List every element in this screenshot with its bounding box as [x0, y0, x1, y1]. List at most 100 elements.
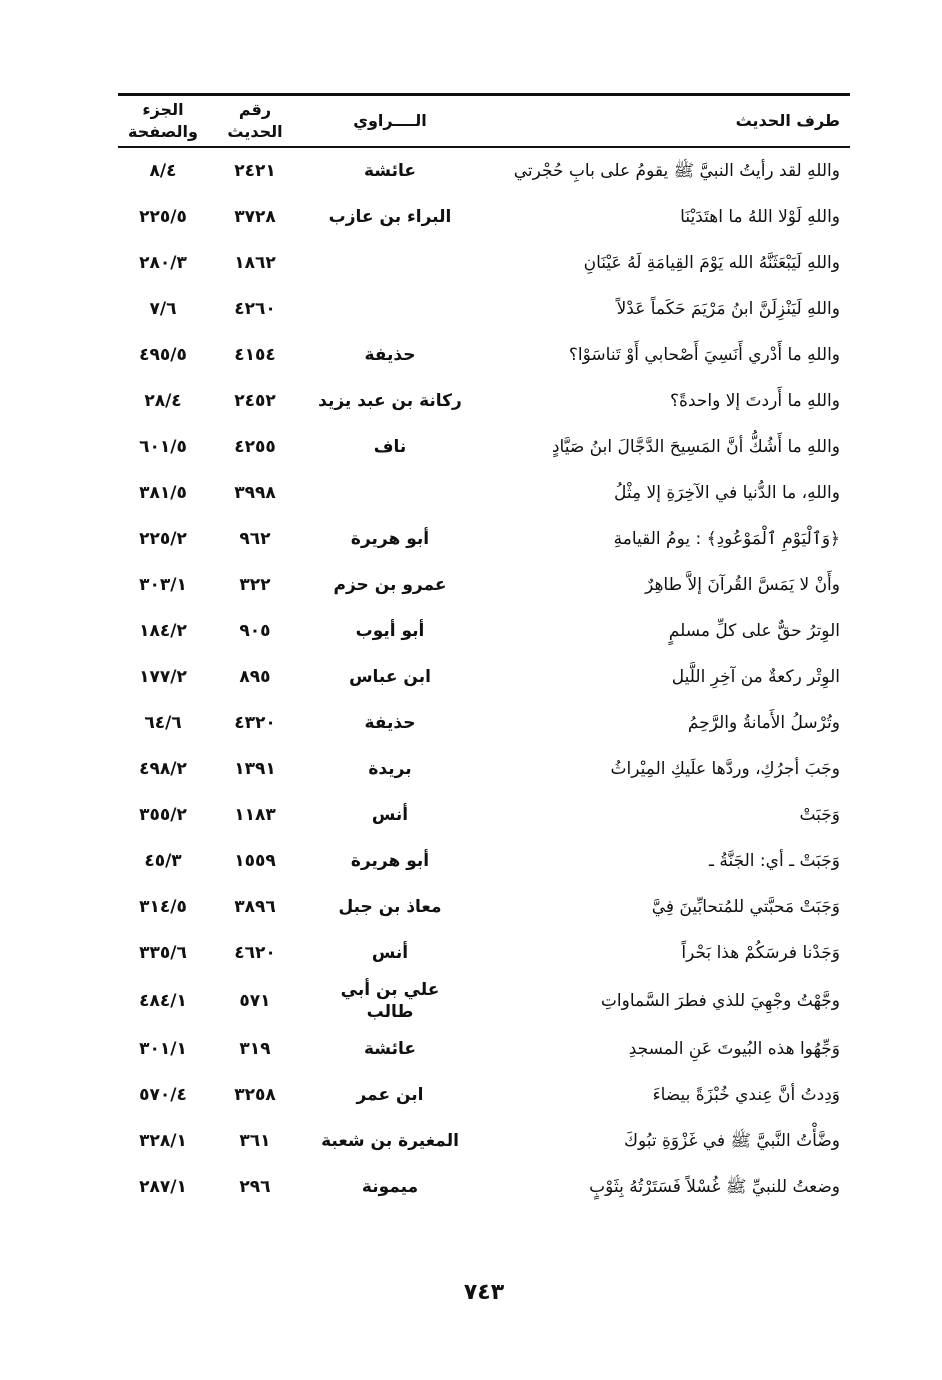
table-row: واللهِ لَيَنْزِلَنَّ ابنُ مَرْيَمَ حَكَم…: [118, 286, 850, 332]
hadith-text: وضَّأْتُ النَّبيَّ ﷺ في غَزْوَةِ تبُوكَ: [623, 1131, 840, 1151]
table-row: وَجَبَتْ ـ أي: الجَنَّةُ ـ أبو هريرة ١٥٥٩ ٤…: [118, 838, 850, 884]
hadith-number: ٣٢٢: [239, 575, 271, 595]
hadith-number: ٤١٥٤: [234, 345, 276, 365]
hadith-text: وَدِدتُ أنَّ عِندي خُبْزَةً بيضاءَ: [652, 1085, 840, 1105]
volume-page: ٧/٦: [149, 299, 177, 319]
table-row: وَجِّهُوا هذه البُيوتَ عَنِ المسجدِ عائشة…: [118, 1026, 850, 1072]
hadith-text: وَجِّهُوا هذه البُيوتَ عَنِ المسجدِ: [628, 1039, 840, 1059]
volume-page: ٨/٤: [149, 161, 177, 181]
table-row: واللهِ لَوْلا اللهُ ما اهتَدَيْنَا البراء…: [118, 194, 850, 240]
table-row: واللهِ ما أَردتَ إلا واحدةً؟ ركانة بن عبد…: [118, 378, 850, 424]
hadith-text: وَجَبَتْ ـ أي: الجَنَّةُ ـ: [709, 851, 840, 871]
narrator: ناف: [373, 437, 407, 457]
volume-page: ٣٠١/١: [139, 1039, 187, 1059]
hadith-text: واللهِ، ما الدُّنيا في الآخِرَةِ إلا مِث…: [614, 483, 840, 503]
narrator: معاذ بن جبل: [338, 897, 442, 917]
hadith-number: ٤٢٥٥: [234, 437, 276, 457]
volume-page: ١٧٧/٢: [139, 667, 187, 687]
hadith-text: الوِتْر ركعةٌ من آخِرِ اللَّيل: [671, 667, 840, 687]
volume-page: ٦٠١/٥: [139, 437, 187, 457]
table-row: واللهِ لقد رأيتُ النبيَّ ﷺ يقومُ على باب…: [118, 148, 850, 194]
table-row: الوِتْر ركعةٌ من آخِرِ اللَّيل ابن عباس ٨٩…: [118, 654, 850, 700]
hadith-number: ٣١٩: [239, 1039, 271, 1059]
narrator: عائشة: [364, 1039, 416, 1059]
hadith-text: واللهِ لَيَبْعَثَنَّهُ الله يَوْمَ القِي…: [583, 253, 840, 273]
table-row: وَجَبَتْ أنس ١١٨٣ ٣٥٥/٢: [118, 792, 850, 838]
volume-page: ٣٢٨/١: [139, 1131, 187, 1151]
narrator: عمرو بن حزم: [333, 575, 447, 595]
hadith-text: وأَنْ لا يَمَسَّ القُرآنَ إلاَّ طاهِرٌ: [645, 575, 840, 595]
hadith-text: الوِترُ حقٌّ على كلِّ مسلمٍ: [668, 621, 840, 641]
hadith-text: واللهِ لَوْلا اللهُ ما اهتَدَيْنَا: [680, 207, 840, 227]
table-row: واللهِ، ما الدُّنيا في الآخِرَةِ إلا مِث…: [118, 470, 850, 516]
hadith-number: ٣٩٩٨: [234, 483, 276, 503]
hadith-number: ٣٦١: [239, 1131, 271, 1151]
narrator: البراء بن عازب: [328, 207, 452, 227]
narrator: ركانة بن عبد يزيد: [318, 391, 462, 411]
hadith-number: ٤٣٢٠: [234, 713, 276, 733]
narrator: ابن عباس: [349, 667, 431, 687]
header-page: الجزء والصفحة: [128, 100, 198, 141]
narrator: أنس: [371, 805, 409, 825]
hadith-number: ٥٧١: [239, 991, 271, 1011]
hadith-text: واللهِ ما أَردتَ إلا واحدةً؟: [670, 391, 840, 411]
top-rule: [118, 93, 850, 96]
table-row: ﴿وَٱلْيَوْمِ ٱلْمَوْعُودِ﴾ : يومُ القيام…: [118, 516, 850, 562]
hadith-number: ١٨٦٢: [234, 253, 276, 273]
hadith-number: ١١٨٣: [234, 805, 276, 825]
narrator: علي بن أبي طالب: [340, 980, 440, 1022]
narrator: حذيفة: [364, 345, 416, 365]
hadith-text: ﴿وَٱلْيَوْمِ ٱلْمَوْعُودِ﴾ : يومُ القيام…: [613, 529, 840, 549]
table-row: وَجَدْنا فرسَكُمْ هذا بَحْراً أنس ٤٦٢٠ ٣٣٥/…: [118, 930, 850, 976]
table-header: طرف الحديث الــــراوي رقم الحديث الجزء و…: [118, 96, 850, 146]
volume-page: ٣٠٣/١: [139, 575, 187, 595]
hadith-number: ٤٢٦٠: [234, 299, 276, 319]
volume-page: ٢٨/٤: [144, 391, 182, 411]
hadith-text: واللهِ لقد رأيتُ النبيَّ ﷺ يقومُ على باب…: [513, 161, 840, 181]
volume-page: ٦٤/٦: [144, 713, 182, 733]
hadith-number: ٢٩٦: [239, 1177, 271, 1197]
hadith-number: ٣٢٥٨: [234, 1085, 276, 1105]
header-text: طرف الحديث: [735, 111, 840, 130]
table-row: واللهِ لَيَبْعَثَنَّهُ الله يَوْمَ القِي…: [118, 240, 850, 286]
header-narrator: الــــراوي: [353, 111, 427, 130]
table-row: وضعتُ للنبيِّ ﷺ غُسْلاً فَسَتَرْتُهُ بِث…: [118, 1164, 850, 1210]
table-row: وجَّهْتُ وجْهِيَ للذي فطرَ السَّماواتِ عل…: [118, 976, 850, 1026]
table-row: وَدِدتُ أنَّ عِندي خُبْزَةً بيضاءَ ابن عم…: [118, 1072, 850, 1118]
header-number: رقم الحديث: [227, 100, 283, 141]
hadith-number: ٨٩٥: [239, 667, 271, 687]
hadith-number: ١٣٩١: [234, 759, 276, 779]
hadith-text: وَجَبَتْ مَحبَّتي للمُتحابِّينَ فِيَّ: [651, 897, 840, 917]
narrator: أبو أيوب: [355, 621, 425, 641]
narrator: ميمونة: [361, 1177, 419, 1197]
narrator: عائشة: [364, 161, 416, 181]
narrator: المغيرة بن شعبة: [321, 1131, 459, 1151]
volume-page: ٢٨٠/٣: [139, 253, 187, 273]
volume-page: ٤٥/٣: [144, 851, 182, 871]
table-row: واللهِ ما أَشُكُّ أنَّ المَسِيحَ الدَّجَ…: [118, 424, 850, 470]
hadith-number: ٩٦٢: [239, 529, 271, 549]
index-page: طرف الحديث الــــراوي رقم الحديث الجزء و…: [118, 93, 850, 1305]
hadith-number: ٣٧٢٨: [234, 207, 276, 227]
hadith-number: ٣٨٩٦: [234, 897, 276, 917]
hadith-text: واللهِ لَيَنْزِلَنَّ ابنُ مَرْيَمَ حَكَم…: [616, 299, 840, 319]
volume-page: ٤٨٤/١: [139, 991, 187, 1011]
narrator: أنس: [371, 943, 409, 963]
hadith-text: وجَبَ أجرُكِ، وردَّها علَيكِ المِيْراثُ: [610, 759, 840, 779]
hadith-number: ٩٠٥: [239, 621, 271, 641]
table-row: وجَبَ أجرُكِ، وردَّها علَيكِ المِيْراثُ ب…: [118, 746, 850, 792]
hadith-text: وَجَدْنا فرسَكُمْ هذا بَحْراً: [681, 943, 840, 963]
hadith-text: وتُرْسلُ الأَمانةُ والرَّحِمُ: [687, 713, 840, 733]
table-row: وَجَبَتْ مَحبَّتي للمُتحابِّينَ فِيَّ معا…: [118, 884, 850, 930]
volume-page: ٤٩٥/٥: [139, 345, 187, 365]
header-rule: [118, 146, 850, 148]
hadith-text: واللهِ ما أَدْري أَنَسِيَ أَصْحابي أَوْ …: [568, 345, 840, 365]
hadith-number: ٢٤٢١: [234, 161, 276, 181]
hadith-text: وضعتُ للنبيِّ ﷺ غُسْلاً فَسَتَرْتُهُ بِث…: [589, 1177, 840, 1197]
narrator: أبو هريرة: [350, 851, 430, 871]
table-row: واللهِ ما أَدْري أَنَسِيَ أَصْحابي أَوْ …: [118, 332, 850, 378]
hadith-index-table: واللهِ لقد رأيتُ النبيَّ ﷺ يقومُ على باب…: [118, 148, 850, 1210]
narrator: أبو هريرة: [350, 529, 430, 549]
volume-page: ٣٣٥/٦: [139, 943, 187, 963]
hadith-number: ٢٤٥٢: [234, 391, 276, 411]
